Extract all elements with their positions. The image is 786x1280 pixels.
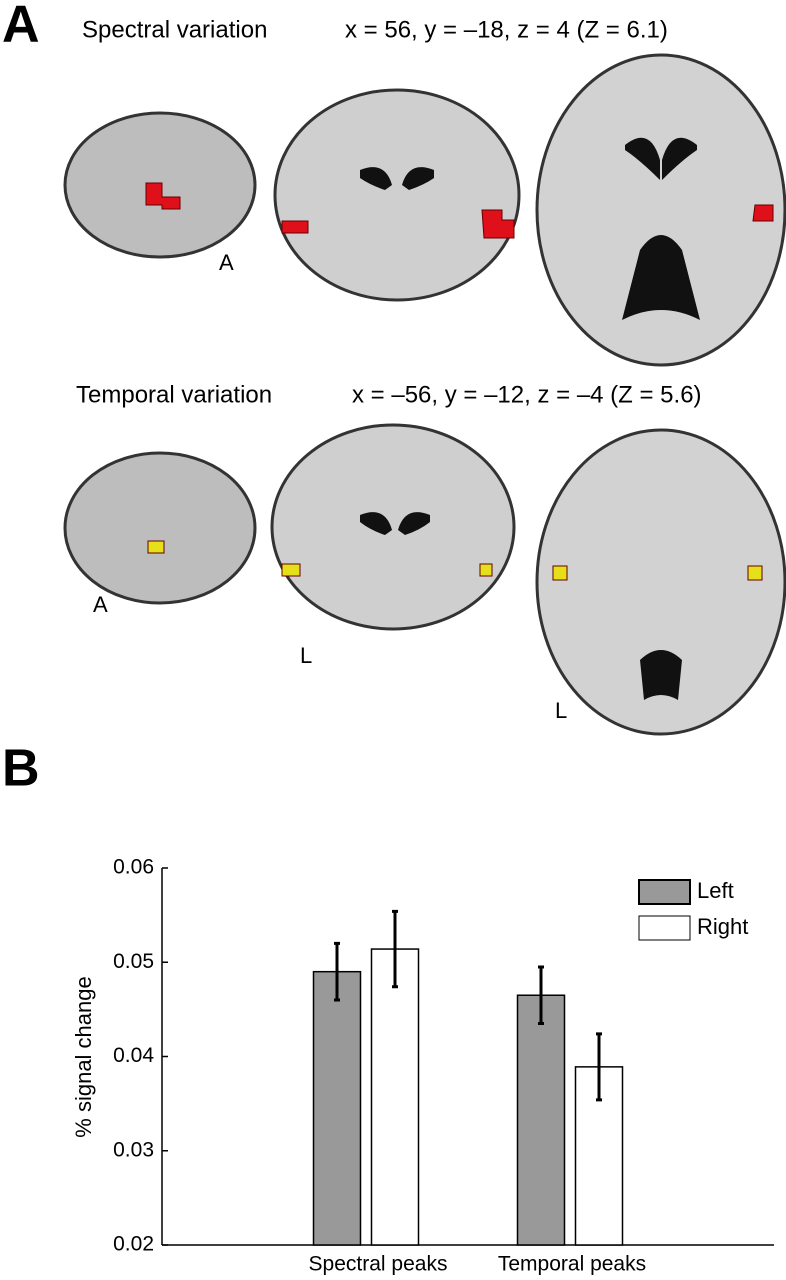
- row-coords: x = 56, y = –18, z = 4 (Z = 6.1): [345, 16, 668, 43]
- bar: [370, 948, 420, 1246]
- legend-label: Left: [697, 878, 734, 903]
- orientation-label: A: [219, 250, 234, 275]
- bar: [312, 970, 362, 1246]
- activation: [747, 565, 763, 581]
- activation: [145, 182, 181, 210]
- legend-label: Right: [697, 914, 748, 939]
- brain-slices: [63, 53, 786, 736]
- activation: [752, 204, 774, 222]
- activation: [281, 220, 309, 234]
- x-tick-label: Spectral peaks: [309, 1253, 448, 1276]
- y-axis-label: % signal change: [71, 976, 96, 1137]
- coronal-slice: [270, 423, 516, 631]
- axial-slice: [535, 53, 786, 367]
- activation: [552, 565, 568, 581]
- ventricle: [640, 650, 682, 700]
- legend-swatch: [638, 879, 691, 905]
- orientation-label: A: [93, 592, 108, 617]
- row-title: Temporal variation: [76, 381, 272, 408]
- y-tick-label: 0.03: [113, 1138, 154, 1161]
- axial-slice: [535, 428, 786, 736]
- error-bar: [392, 909, 398, 989]
- panel-label: A: [2, 0, 40, 54]
- ventricle: [360, 167, 434, 190]
- activation: [147, 540, 165, 554]
- activation: [479, 563, 493, 577]
- orientation-label: L: [555, 698, 567, 723]
- y-tick-label: 0.04: [113, 1044, 154, 1067]
- y-tick-label: 0.06: [113, 856, 154, 879]
- error-bar: [538, 965, 544, 1026]
- ventricle: [360, 512, 430, 535]
- y-tick-label: 0.02: [113, 1233, 154, 1256]
- row-title: Spectral variation: [82, 16, 267, 43]
- legend-swatch: [638, 915, 691, 941]
- ventricles: [360, 137, 700, 700]
- y-tick-label: 0.05: [113, 950, 154, 973]
- error-bar: [334, 941, 340, 1002]
- sagittal-slice: [63, 451, 257, 605]
- x-tick-label: Temporal peaks: [498, 1253, 646, 1276]
- row-coords: x = –56, y = –12, z = –4 (Z = 5.6): [352, 381, 702, 408]
- activation: [281, 563, 301, 577]
- orientation-label: L: [300, 643, 312, 668]
- bar: [516, 994, 566, 1246]
- panel-label: B: [2, 740, 40, 798]
- activation-blobs: [145, 182, 774, 581]
- ventricle: [622, 137, 700, 320]
- coronal-slice: [273, 88, 521, 302]
- error-bar: [596, 1032, 602, 1102]
- activation: [481, 209, 515, 239]
